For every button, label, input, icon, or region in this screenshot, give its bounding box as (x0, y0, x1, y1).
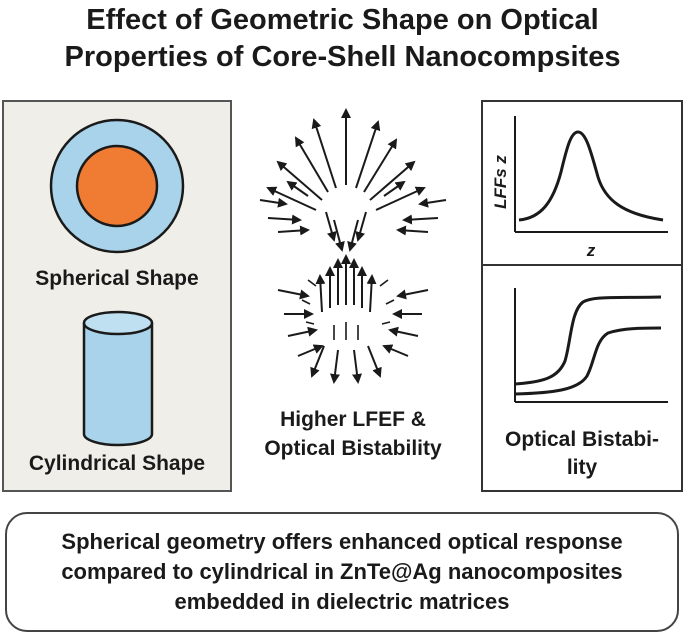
field-arrow (347, 219, 359, 252)
field-arrow (310, 345, 325, 378)
bistability-upper-branch (514, 295, 662, 386)
field-arrow (418, 197, 447, 208)
field-arrow (396, 225, 429, 236)
field-arrow (311, 118, 337, 189)
field-line (379, 279, 389, 287)
center-label: Higher LFEF & Optical Bistability (238, 405, 468, 463)
lfef-plot-panel: LFFs z z (481, 100, 683, 266)
field-arrow (294, 136, 329, 193)
field-arrow (402, 214, 439, 225)
field-arrow (383, 180, 406, 197)
bistability-plot (514, 288, 668, 403)
cylinder-illustration (82, 310, 154, 447)
field-arrow (367, 345, 382, 378)
caption-box: Spherical geometry offers enhanced optic… (5, 512, 679, 632)
field-arrow (352, 349, 362, 384)
field-line (307, 279, 317, 287)
cylindrical-shape-label: Cylindrical Shape (28, 452, 206, 475)
field-arrow (277, 289, 310, 300)
field-arrow (355, 211, 367, 242)
caption-text: Spherical geometry offers enhanced optic… (61, 527, 622, 617)
cylinder-top (82, 310, 154, 336)
bistability-label-line-2: lity (566, 456, 598, 479)
field-line (305, 321, 315, 325)
field-arrow (366, 274, 377, 313)
title-line-2: Properties of Core-Shell Nanocompsites (64, 41, 621, 73)
field-arrow (276, 160, 323, 201)
field-arrow (297, 344, 324, 357)
title-line-1: Effect of Geometric Shape on Optical (86, 4, 599, 36)
field-arrow (355, 120, 381, 189)
field-line (301, 299, 311, 305)
field-arrow (363, 138, 398, 193)
lfef-plot: LFFs z z (491, 116, 668, 260)
bistability-plot-panel: Optical Bistabi- lity (481, 264, 683, 492)
spherical-shape-label: Spherical Shape (35, 267, 199, 290)
field-arrow (267, 214, 302, 225)
field-arrow (382, 344, 409, 357)
field-arrow (266, 186, 317, 211)
field-arrow (277, 225, 310, 236)
lfef-ylabel: LFFs z (491, 155, 510, 209)
caption-line-3: embedded in dielectric matrices (174, 589, 510, 614)
sphere-core (75, 144, 159, 228)
lfef-xlabel: z (586, 241, 596, 260)
field-arrow (388, 326, 419, 337)
field-arrow (325, 211, 337, 242)
diagram-title: Effect of Geometric Shape on Optical Pro… (0, 2, 685, 76)
field-arrow (259, 197, 288, 208)
bistability-label: Optical Bistabi- lity (483, 426, 681, 482)
field-arrow (396, 289, 429, 300)
field-line (385, 299, 395, 305)
caption-line-1: Spherical geometry offers enhanced optic… (61, 529, 623, 554)
field-arrow (375, 186, 426, 211)
field-line (381, 321, 391, 325)
bistability-lower-branch (514, 326, 662, 396)
sphere-illustration (49, 118, 185, 254)
field-arrow (369, 160, 416, 201)
field-arrow (330, 349, 340, 384)
shapes-panel: Spherical Shape Cylindrical Shape (2, 100, 232, 492)
field-arrow (315, 274, 326, 313)
center-label-line-2: Optical Bistability (264, 437, 442, 460)
bistability-label-line-1: Optical Bistabi- (504, 428, 660, 451)
center-label-line-1: Higher LFEF & (280, 408, 426, 431)
field-arrow (286, 180, 309, 197)
caption-line-2: compared to cylindrical in ZnTe@Ag nanoc… (61, 559, 623, 584)
field-arrow (287, 326, 318, 337)
field-arrows-illustration (259, 108, 447, 384)
lfef-peak-curve (518, 130, 664, 222)
field-arrow (333, 219, 345, 252)
